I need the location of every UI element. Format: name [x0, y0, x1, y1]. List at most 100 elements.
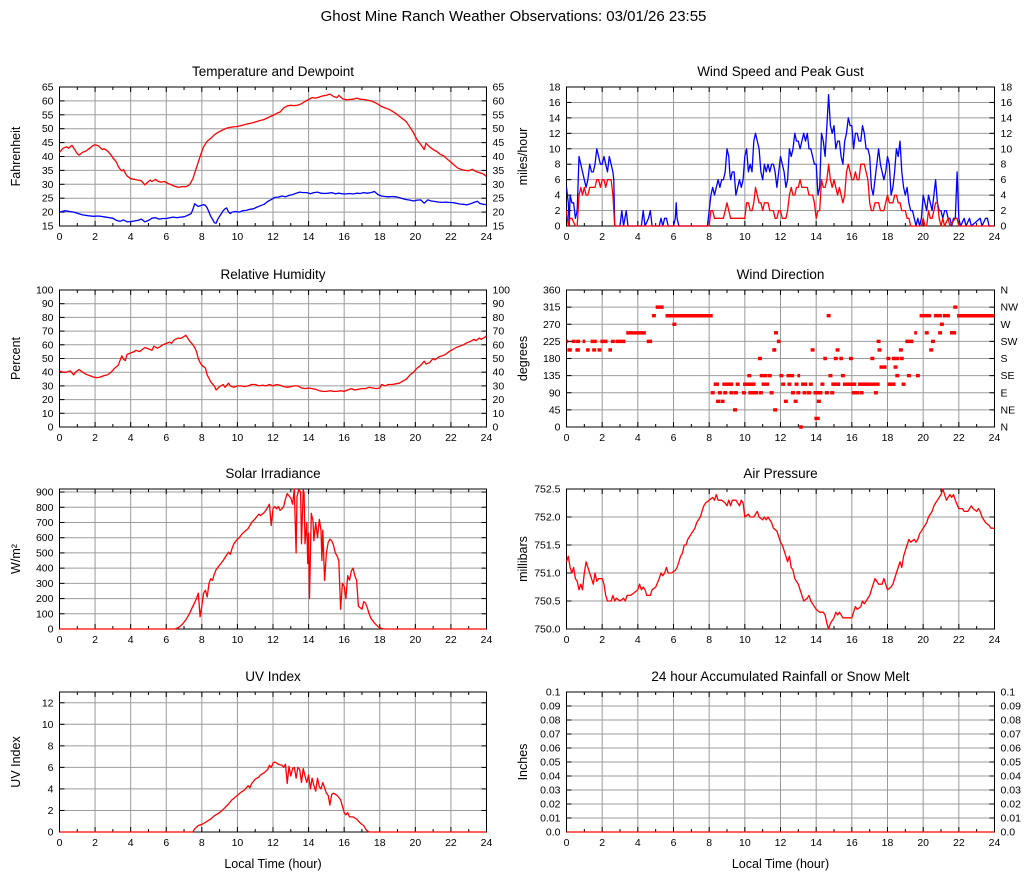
x-tick-label: 0 [57, 432, 63, 444]
y-tick-label: 135 [543, 370, 561, 382]
y-tick-label: 16 [549, 97, 561, 109]
x-tick-label: 10 [232, 231, 244, 243]
series-dot-wind-direction [774, 331, 779, 335]
y-tick-label-right: 0.09 [1001, 701, 1022, 713]
x-tick-label: 4 [635, 837, 641, 849]
y-tick-label: 0.0 [546, 827, 561, 839]
x-tick-label: 14 [303, 432, 315, 444]
y-tick-label: 10 [549, 143, 561, 155]
chart-title: Relative Humidity [220, 267, 325, 282]
y-tick-label: 90 [549, 387, 561, 399]
y-tick-label-right: 0.01 [1001, 813, 1022, 825]
y-tick-label: 750.0 [534, 624, 560, 636]
x-tick-label: 24 [481, 837, 493, 849]
y-tick-label-right: 0 [1001, 221, 1007, 233]
series-dot-wind-direction [761, 382, 766, 386]
y-tick-label: 30 [42, 380, 54, 392]
series-dot-wind-direction [790, 373, 795, 378]
y-tick-label-right: N [1001, 285, 1009, 297]
series-dot-wind-direction [872, 382, 877, 386]
chart-wind-speed-peak-gust: 0 2 4 6 8 10 12 14 16 18 20 22 24 0 0 2 2 4 4 6 6 8 8 10 10 12 12 1… [514, 55, 1027, 258]
x-tick-label: 8 [199, 634, 205, 646]
series-dot-wind-direction [915, 373, 920, 378]
series-dot-wind-direction [773, 408, 778, 412]
chart-title: Wind Direction [737, 267, 825, 282]
series-dot-wind-direction [901, 382, 906, 386]
series-dot-wind-direction [877, 348, 882, 352]
y-tick-label: 80 [42, 312, 54, 324]
x-tick-label: 4 [635, 432, 641, 444]
x-tick-label: 22 [953, 231, 965, 243]
y-tick-label: 8 [555, 159, 561, 171]
y-tick-label: 10 [42, 719, 54, 731]
series-line-solar-irradiance [59, 488, 487, 630]
series-dot-wind-direction [848, 356, 853, 361]
chart-temperature-dewpoint: 0 2 4 6 8 10 12 14 16 18 20 22 24 15 15 20 20 25 25 30 30 35 3… [0, 55, 513, 258]
y-tick-label-right: 6 [1001, 174, 1007, 186]
series-dot-wind-direction [808, 382, 813, 386]
series-dot-wind-direction [787, 382, 792, 386]
y-tick-label: 0.02 [540, 799, 561, 811]
x-tick-label: 18 [882, 634, 894, 646]
y-tick-label: 65 [42, 82, 54, 94]
y-tick-label: 55 [42, 109, 54, 121]
x-tick-label: 8 [199, 837, 205, 849]
series-dot-wind-direction [893, 365, 898, 369]
y-tick-label: 18 [549, 82, 561, 94]
y-tick-label: 0 [555, 422, 561, 434]
y-tick-label-right: SW [1001, 336, 1018, 348]
x-tick-label: 24 [481, 432, 493, 444]
x-axis-label: Local Time (hour) [224, 857, 321, 871]
y-tick-label-right: E [1001, 387, 1008, 399]
series-dot-wind-direction [793, 399, 798, 404]
series-dot-wind-direction [717, 391, 722, 395]
y-tick-label-right: 0.1 [1001, 687, 1016, 699]
x-tick-label: 4 [635, 634, 641, 646]
y-tick-label-right: 0.05 [1001, 757, 1022, 769]
x-tick-label: 14 [810, 231, 822, 243]
y-tick-label-right: 0.08 [1001, 715, 1022, 727]
y-tick-label: 0 [48, 827, 54, 839]
series-dot-wind-direction [895, 373, 900, 378]
y-tick-label: 700 [36, 517, 54, 529]
y-tick-label: 6 [48, 762, 54, 774]
x-tick-label: 22 [953, 634, 965, 646]
y-tick-label: 180 [543, 353, 561, 365]
x-tick-label: 22 [445, 432, 457, 444]
x-tick-label: 24 [989, 634, 1001, 646]
y-tick-label: 0 [555, 221, 561, 233]
x-tick-label: 6 [163, 837, 169, 849]
series-dot-wind-direction [763, 373, 768, 378]
x-tick-label: 12 [775, 231, 787, 243]
x-tick-label: 8 [706, 231, 712, 243]
x-tick-label: 10 [739, 231, 751, 243]
x-tick-label: 8 [706, 837, 712, 849]
series-dot-wind-direction [929, 348, 934, 352]
x-tick-label: 16 [846, 231, 858, 243]
series-dot-wind-direction [794, 382, 799, 386]
y-tick-label-right: NW [1001, 302, 1019, 314]
x-tick-label: 22 [953, 837, 965, 849]
y-tick-label-right: 100 [493, 285, 511, 297]
x-tick-label: 20 [917, 231, 929, 243]
chart-title: Temperature and Dewpoint [192, 64, 354, 79]
y-tick-label: 800 [36, 502, 54, 514]
x-tick-label: 2 [92, 432, 98, 444]
y-tick-label: 15 [42, 221, 54, 233]
series-dot-wind-direction [733, 408, 738, 412]
series-dot-wind-direction [786, 373, 791, 378]
y-tick-label: 100 [36, 608, 54, 620]
y-axis-label: W/m² [9, 544, 23, 574]
x-tick-label: 0 [57, 231, 63, 243]
y-tick-label: 60 [42, 95, 54, 107]
series-dot-wind-direction [807, 391, 812, 395]
y-tick-label: 0.03 [540, 785, 561, 797]
x-tick-label: 22 [445, 837, 457, 849]
y-tick-label-right: 0 [493, 422, 499, 434]
x-tick-label: 10 [232, 432, 244, 444]
y-tick-label: 0 [48, 624, 54, 636]
x-tick-label: 4 [635, 231, 641, 243]
y-tick-label-right: 0.0 [1001, 827, 1016, 839]
x-tick-label: 20 [409, 837, 421, 849]
